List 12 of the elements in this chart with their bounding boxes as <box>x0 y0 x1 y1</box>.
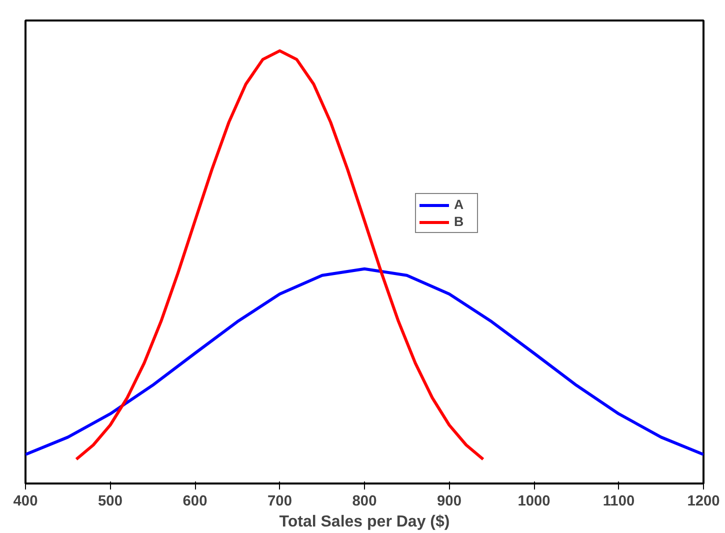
x-tick-label: 900 <box>437 494 462 510</box>
legend-label: A <box>454 197 465 212</box>
x-tick-label: 700 <box>268 494 292 510</box>
x-tick-label: 1100 <box>602 494 635 510</box>
x-tick-label: 1000 <box>518 494 550 510</box>
legend-label: B <box>454 214 465 229</box>
x-tick-label: 800 <box>352 494 377 510</box>
x-tick-label: 500 <box>98 494 122 510</box>
x-tick-label: 1200 <box>687 494 720 510</box>
x-tick-label: 400 <box>13 494 38 510</box>
x-tick-label: 600 <box>182 494 208 510</box>
x-axis-title: Total Sales per Day ($) <box>279 514 450 530</box>
